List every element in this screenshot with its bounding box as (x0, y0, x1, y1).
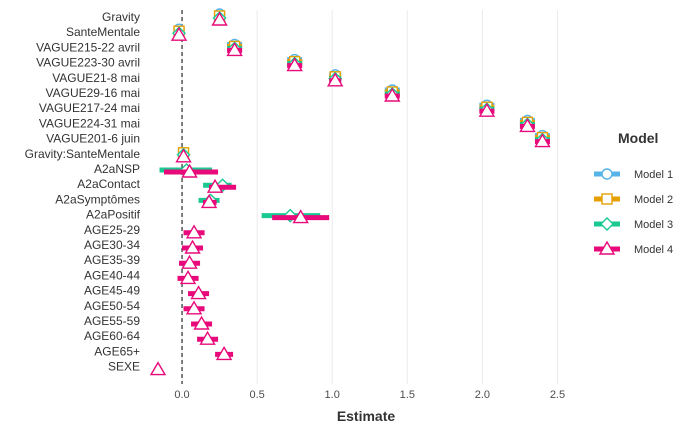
point-marker-triangle (226, 42, 243, 57)
legend-item-4: Model 4 (594, 240, 673, 256)
series-2 (173, 10, 550, 159)
point-marker-triangle (534, 133, 551, 148)
point-marker-triangle (200, 194, 218, 209)
point-marker-circle (601, 168, 613, 180)
x-tick-labels: 0.0 0.5 1.0 1.5 2.0 2.5 (174, 389, 565, 401)
legend-item-2: Model 2 (594, 193, 673, 206)
term-label: AGE55-59 (84, 314, 140, 328)
point-marker-triangle (149, 361, 167, 376)
term-label: A2aContact (77, 177, 140, 191)
term-label: VAGUE21-8 mai (52, 71, 140, 85)
term-label: SEXE (108, 360, 140, 374)
point-marker-triangle (384, 87, 401, 102)
point-marker-triangle (185, 300, 203, 315)
x-tick-label: 0.0 (174, 389, 189, 401)
term-label: A2aNSP (94, 162, 140, 176)
point-marker-triangle (170, 26, 188, 41)
point-marker-diamond (600, 217, 614, 231)
point-marker-triangle (478, 102, 496, 117)
term-label: AGE65+ (94, 344, 140, 358)
legend-label: Model 2 (634, 194, 673, 206)
legend-item-1: Model 1 (594, 168, 673, 181)
term-label: SanteMentale (66, 25, 140, 39)
grid-layer (181, 10, 558, 384)
point-marker-triangle (519, 118, 536, 133)
x-tick-label: 2.0 (475, 389, 490, 401)
term-label: AGE30-34 (84, 238, 140, 252)
term-label: VAGUE224-31 mai (39, 116, 140, 130)
legend-item-3: Model 3 (594, 217, 673, 231)
point-marker-triangle (211, 11, 228, 26)
legend: Model Model 1 Model 2 Model 3 Model 4 (594, 130, 673, 256)
point-marker-triangle (193, 315, 210, 330)
series-1 (173, 8, 550, 142)
term-label: Gravity (102, 10, 140, 24)
x-tick-label: 1.0 (325, 389, 340, 401)
point-marker-triangle (199, 330, 216, 345)
term-label: VAGUE217-24 mai (39, 101, 140, 115)
legend-label: Model 1 (634, 169, 673, 181)
point-marker-triangle (286, 57, 303, 72)
term-label: AGE50-54 (84, 299, 140, 313)
term-label: VAGUE223-30 avril (36, 56, 140, 70)
legend-label: Model 3 (634, 219, 673, 231)
x-tick-label: 2.5 (550, 389, 565, 401)
series-layer (149, 8, 551, 376)
x-tick-label: 0.5 (249, 389, 264, 401)
point-marker-triangle (326, 72, 344, 87)
term-label: AGE40-44 (84, 268, 140, 282)
term-label: AGE25-29 (84, 223, 140, 237)
point-marker-triangle (598, 240, 616, 255)
point-marker-square (601, 193, 613, 205)
term-label: AGE45-49 (84, 284, 140, 298)
legend-label: Model 4 (634, 244, 673, 256)
term-label: VAGUE215-22 avril (36, 40, 140, 54)
point-marker-triangle (292, 209, 309, 224)
point-marker-triangle (215, 346, 233, 361)
point-marker-triangle (184, 239, 201, 254)
point-marker-triangle (190, 285, 207, 300)
point-marker-triangle (181, 254, 198, 269)
term-label: A2aSymptômes (55, 192, 140, 206)
legend-title: Model (618, 130, 658, 146)
point-marker-triangle (179, 270, 197, 285)
point-marker-triangle (185, 224, 203, 239)
point-marker-triangle (181, 163, 198, 178)
series-4 (149, 11, 551, 376)
term-label: A2aPositif (86, 208, 141, 222)
term-label: AGE35-39 (84, 253, 140, 267)
term-label: AGE60-64 (84, 329, 140, 343)
term-label: VAGUE29-16 mai (46, 86, 140, 100)
point-marker-triangle (175, 148, 192, 163)
point-marker-triangle (206, 178, 224, 193)
term-label: Gravity:SanteMentale (25, 147, 141, 161)
term-label: VAGUE201-6 juin (46, 132, 140, 146)
x-axis-title: Estimate (337, 408, 396, 424)
x-tick-label: 1.5 (400, 389, 415, 401)
